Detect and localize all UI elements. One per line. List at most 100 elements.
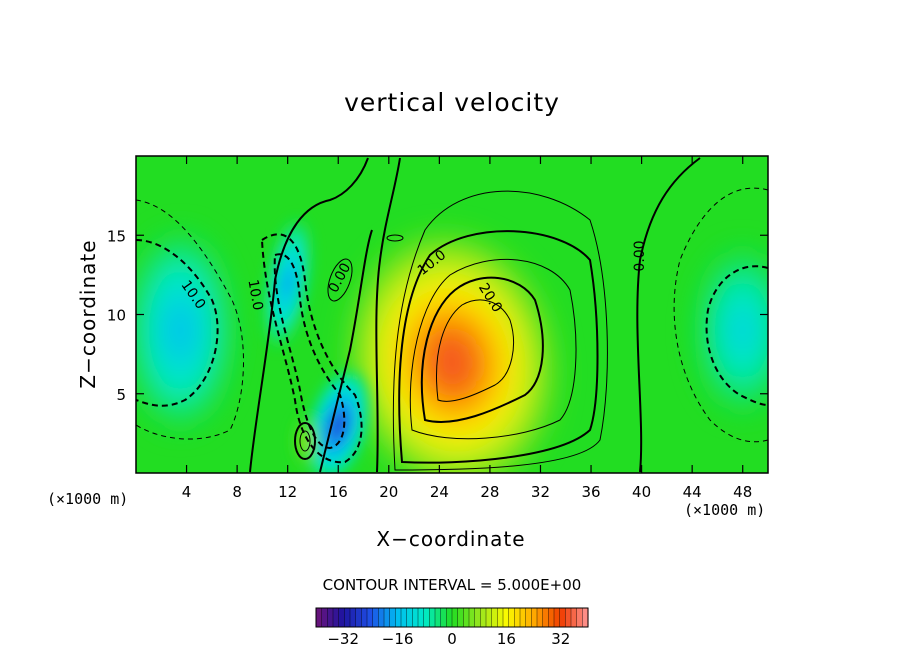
colorbar-tick-label: −32 — [327, 630, 359, 648]
contour-neg5-left — [136, 199, 244, 440]
colorbar-cell — [576, 608, 583, 627]
colorbar-cell — [418, 608, 425, 627]
contour-small-updraft-2 — [327, 258, 353, 302]
colorbar-cell — [497, 608, 504, 627]
colorbar-frame — [315, 607, 589, 628]
colorbar-cell — [355, 608, 362, 627]
colorbar-cell — [582, 608, 589, 627]
colorbar-cell — [525, 608, 532, 627]
contour-0-column — [249, 157, 369, 473]
colorbar-cell — [503, 608, 510, 627]
colorbar-cell — [344, 608, 351, 627]
contour-neg10-left — [136, 239, 219, 407]
colorbar-cell — [474, 608, 481, 627]
x-tick-label: 8 — [232, 483, 242, 501]
colorbar-cell — [384, 608, 391, 627]
colorbar-tick-label: −16 — [382, 630, 414, 648]
colorbar-cell — [548, 608, 555, 627]
colorbar-cell — [457, 608, 464, 627]
colorbar-cell — [321, 608, 328, 627]
colorbar-cell — [429, 608, 436, 627]
colorbar-cell — [542, 608, 549, 627]
contour-0-mid — [375, 157, 401, 473]
x-tick-label: 40 — [632, 483, 651, 501]
contour-0-column-b — [319, 229, 373, 473]
y-tick-label: 5 — [116, 386, 126, 404]
colorbar-tick-label: 32 — [551, 630, 570, 648]
x-tick-label: 24 — [430, 483, 449, 501]
colorbar-cell — [531, 608, 538, 627]
y-axis-ticks: 5 10 15 — [107, 227, 768, 404]
contour-small-updraft-inner — [299, 430, 311, 452]
colorbar-cell — [367, 608, 374, 627]
contour-0-right — [636, 157, 701, 473]
colorbar-cell — [565, 608, 572, 627]
x-tick-label: 36 — [581, 483, 600, 501]
colorbar-cell — [361, 608, 368, 627]
colorbar-cell — [480, 608, 487, 627]
colorbar-cell — [423, 608, 430, 627]
x-tick-label: 44 — [683, 483, 702, 501]
contour-lines — [136, 157, 768, 473]
colorbar-cell — [514, 608, 521, 627]
x-unit-label-right: (×1000 m) — [684, 501, 766, 519]
colorbar-cell — [554, 608, 561, 627]
colorbar-cell — [333, 608, 340, 627]
colorbar-cell — [338, 608, 345, 627]
x-axis-ticks: 4 8 12 16 20 24 28 32 36 40 44 48 — [182, 156, 752, 501]
colorbar-cell — [435, 608, 442, 627]
colorbar-cell — [316, 608, 323, 627]
x-tick-label: 4 — [182, 483, 192, 501]
contour-10-updraft — [398, 230, 599, 464]
contour-neg-inner — [273, 253, 346, 450]
colorbar-cell — [378, 608, 385, 627]
colorbar-cell — [520, 608, 527, 627]
colorbar-cell — [486, 608, 493, 627]
colorbar-cell — [372, 608, 379, 627]
colorbar-cell — [389, 608, 396, 627]
colorbar-cell — [571, 608, 578, 627]
colorbar-cell — [508, 608, 515, 627]
colorbar-cell — [327, 608, 334, 627]
contour-25-updraft — [436, 299, 514, 402]
x-tick-label: 20 — [379, 483, 398, 501]
colorbar-cell — [446, 608, 453, 627]
colorbar-tick-label: 16 — [497, 630, 516, 648]
x-tick-label: 32 — [531, 483, 550, 501]
field-feature-downdraft — [171, 314, 189, 347]
contour-neg5-right — [673, 187, 768, 443]
contour-neg-column — [260, 233, 363, 464]
colorbar-cell — [406, 608, 413, 627]
field-feature-updraft — [435, 341, 469, 384]
x-axis-label: X−coordinate — [376, 527, 526, 551]
x-unit-label-left: (×1000 m) — [47, 490, 129, 508]
colorbar-cell — [559, 608, 566, 627]
colorbar: −32 −16 0 16 32 — [315, 607, 589, 648]
colorbar-cell — [537, 608, 544, 627]
chart-title: vertical velocity — [344, 88, 560, 117]
colorbar-cell — [469, 608, 476, 627]
x-tick-label: 16 — [329, 483, 348, 501]
colorbar-cell — [491, 608, 498, 627]
colorbar-cell — [350, 608, 357, 627]
colorbar-cell — [440, 608, 447, 627]
field-feature-downdraft — [283, 272, 292, 294]
contour-5-updraft — [392, 190, 608, 471]
colorbar-cell — [452, 608, 459, 627]
x-tick-label: 12 — [278, 483, 297, 501]
colorbar-tick-label: 0 — [447, 630, 457, 648]
x-tick-label: 28 — [480, 483, 499, 501]
colorbar-cell — [463, 608, 470, 627]
y-tick-label: 10 — [107, 307, 126, 325]
colorbar-cell — [412, 608, 419, 627]
contour-small-updraft — [294, 422, 316, 460]
contour-label: 0.00 — [632, 240, 648, 271]
field-feature-downdraft — [333, 416, 344, 435]
velocity-field — [136, 156, 768, 473]
contour-label: 10.0 — [244, 278, 265, 311]
colorbar-cell — [395, 608, 402, 627]
colorbar-cell — [401, 608, 408, 627]
y-tick-label: 15 — [107, 227, 126, 245]
contour-interval-text: CONTOUR INTERVAL = 5.000E+00 — [322, 576, 582, 594]
